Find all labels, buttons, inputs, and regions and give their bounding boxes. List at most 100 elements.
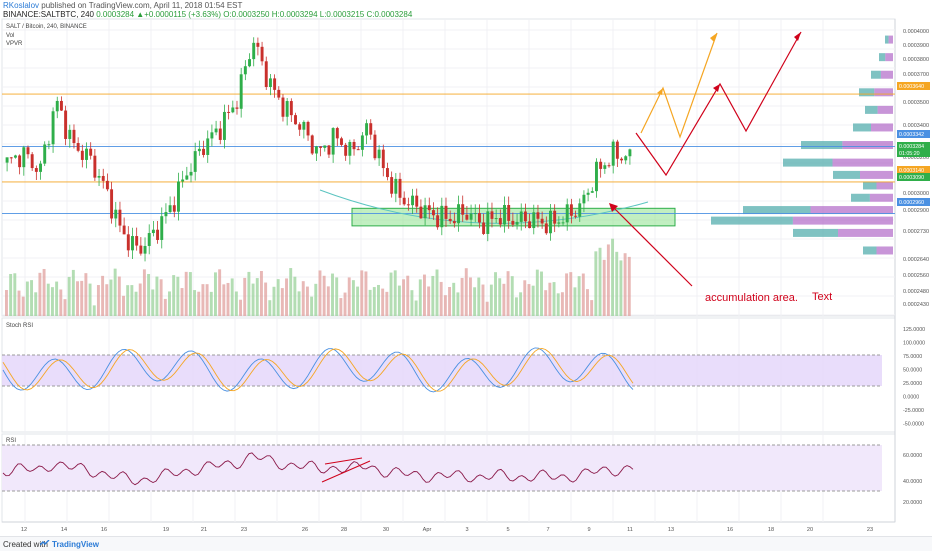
volume-bar	[9, 273, 13, 316]
volume-bar	[385, 291, 389, 316]
volume-bar	[615, 251, 619, 316]
candle-body	[260, 46, 264, 62]
candle-body	[110, 189, 114, 219]
vpvr-bar-down	[810, 206, 893, 215]
candle-body	[553, 210, 557, 224]
volume-bar	[456, 292, 460, 316]
candle-body	[348, 141, 352, 156]
time-tick: 18	[768, 527, 774, 533]
candle-body	[59, 100, 63, 111]
volume-bar	[92, 305, 96, 316]
stoch-d-line	[2, 347, 634, 392]
vpvr-bar-down	[869, 193, 893, 202]
volume-bar	[285, 278, 288, 316]
candle-body	[281, 97, 285, 117]
candle-body	[222, 111, 226, 140]
volume-bar	[293, 276, 297, 316]
candle-body	[306, 121, 310, 136]
volume-bar	[506, 271, 510, 316]
vpvr-bar-down	[876, 181, 893, 190]
candle-body	[528, 221, 532, 229]
rsi-title[interactable]: RSI	[6, 438, 16, 444]
vpvr-bar-up	[863, 246, 877, 255]
volume-bar	[17, 290, 21, 316]
time-tick: 20	[807, 527, 813, 533]
candle-body	[599, 161, 603, 169]
candle-body	[156, 229, 160, 240]
candle-body	[628, 149, 632, 157]
volume-bar	[423, 274, 426, 316]
volume-bar	[397, 285, 401, 316]
volume-bar	[109, 279, 113, 316]
volume-bar	[594, 251, 598, 316]
volume-bar	[448, 287, 452, 316]
indicator-vol[interactable]: Vol	[6, 33, 14, 39]
red-arrowhead-2	[713, 84, 720, 92]
publish-info: RKoslalov published on TradingView.com, …	[3, 1, 242, 10]
volume-bar	[25, 281, 29, 316]
author-link[interactable]: RKoslalov	[3, 1, 40, 10]
candle-body	[97, 175, 101, 178]
time-tick: 7	[546, 527, 549, 533]
main-pane[interactable]	[1, 18, 896, 317]
main-pane-title: SALT / Bitcoin, 240, BINANCE	[6, 24, 87, 30]
volume-bar	[159, 279, 163, 316]
stoch-rsi-title[interactable]: Stoch RSI	[6, 323, 33, 329]
candle-body	[319, 146, 323, 148]
price-tick: 0.0003400	[903, 123, 929, 129]
volume-bar	[130, 285, 134, 316]
candle-body	[427, 205, 431, 211]
volume-bar	[527, 284, 531, 316]
candle-body	[381, 149, 385, 169]
vpvr-bar-up	[871, 70, 881, 79]
volume-bar	[117, 276, 121, 316]
volume-bar	[184, 271, 188, 316]
volume-bar	[335, 277, 339, 316]
volume-bar	[239, 299, 243, 316]
vpvr-bar-up	[853, 123, 871, 132]
candle-body	[340, 138, 343, 145]
volume-bar	[590, 300, 594, 316]
price-tick: 0.0002640	[903, 257, 929, 263]
candle-body	[118, 209, 122, 226]
volume-bar	[602, 259, 606, 316]
price-tick: 0.0003700	[903, 72, 929, 78]
candle-body	[151, 229, 155, 234]
volume-bar	[67, 276, 71, 316]
candle-body	[448, 218, 452, 222]
candle-body	[185, 175, 189, 180]
stoch-tick: 125.0000	[903, 327, 925, 333]
candle-body	[139, 245, 143, 254]
candle-body	[469, 213, 473, 220]
volume-bar	[88, 283, 92, 316]
volume-bar	[310, 296, 314, 316]
indicator-vpvr[interactable]: VPVR	[6, 41, 23, 47]
candle-body	[80, 150, 84, 160]
orange-arrowhead-1	[710, 33, 717, 42]
candle-body	[624, 156, 628, 161]
candle-body	[457, 204, 460, 224]
candle-body	[26, 147, 30, 155]
candle-body	[202, 148, 206, 155]
volume-bar	[468, 277, 472, 316]
volume-bar	[372, 287, 376, 316]
vpvr-bar-up	[711, 216, 793, 225]
annotation-arrowhead	[609, 203, 618, 212]
price-tick: 0.0004000	[903, 29, 929, 35]
candle-body	[323, 145, 327, 148]
candle-body	[406, 204, 410, 206]
volume-bar	[485, 301, 489, 316]
tradingview-logo-icon	[40, 540, 50, 546]
tradingview-link[interactable]: TradingView	[52, 540, 99, 549]
symbol-ohlc-line: BINANCE:SALTBTC, 240 0.0003284 ▲+0.00001…	[3, 10, 412, 19]
time-tick: 3	[465, 527, 468, 533]
trading-chart[interactable]: accumulation area. Text SALT / Bitcoin, …	[0, 0, 932, 536]
volume-bar	[55, 281, 59, 316]
price-tag-box	[897, 166, 930, 174]
volume-bar	[180, 288, 184, 316]
candle-body	[482, 222, 486, 234]
volume-bar	[494, 272, 497, 316]
candle-body	[298, 124, 302, 130]
volume-bar	[548, 282, 552, 316]
vpvr-bar-down	[885, 53, 893, 62]
